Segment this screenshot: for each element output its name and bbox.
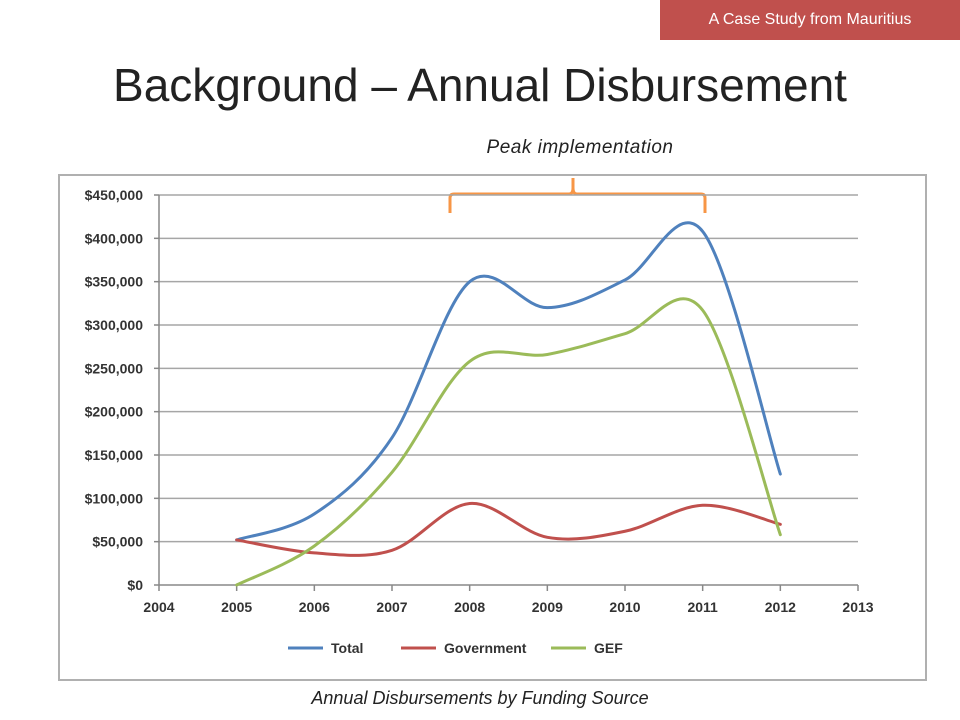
y-tick-label: $150,000 xyxy=(85,447,144,463)
x-tick-label: 2007 xyxy=(376,599,407,615)
x-tick-label: 2011 xyxy=(687,599,718,615)
y-tick-label: $50,000 xyxy=(92,534,143,550)
peak-annotation-label: Peak implementation xyxy=(486,137,674,158)
legend-label-gef: GEF xyxy=(594,640,623,656)
y-tick-label: $350,000 xyxy=(85,274,144,290)
x-tick-label: 2004 xyxy=(143,599,174,615)
x-tick-label: 2008 xyxy=(454,599,485,615)
x-tick-label: 2010 xyxy=(609,599,640,615)
y-tick-label: $250,000 xyxy=(85,360,144,376)
y-tick-label: $0 xyxy=(127,577,143,593)
x-tick-label: 2005 xyxy=(221,599,252,615)
y-tick-label: $300,000 xyxy=(85,317,144,333)
series-line-total xyxy=(235,221,782,542)
y-tick-label: $100,000 xyxy=(85,490,144,506)
x-tick-label: 2009 xyxy=(532,599,563,615)
legend-label-total: Total xyxy=(331,640,363,656)
chart-caption: Annual Disbursements by Funding Source xyxy=(311,688,649,708)
series-line-gef xyxy=(235,297,782,587)
x-tick-label: 2013 xyxy=(842,599,873,615)
legend-label-government: Government xyxy=(444,640,527,656)
y-tick-label: $400,000 xyxy=(85,230,144,246)
series-line-government xyxy=(235,502,782,557)
x-tick-label: 2006 xyxy=(299,599,330,615)
chart-frame xyxy=(58,174,927,681)
case-study-badge: A Case Study from Mauritius xyxy=(660,0,960,40)
x-tick-label: 2012 xyxy=(765,599,796,615)
y-tick-label: $450,000 xyxy=(85,187,144,203)
page-title: Background – Annual Disbursement xyxy=(113,59,847,111)
y-tick-label: $200,000 xyxy=(85,404,144,420)
